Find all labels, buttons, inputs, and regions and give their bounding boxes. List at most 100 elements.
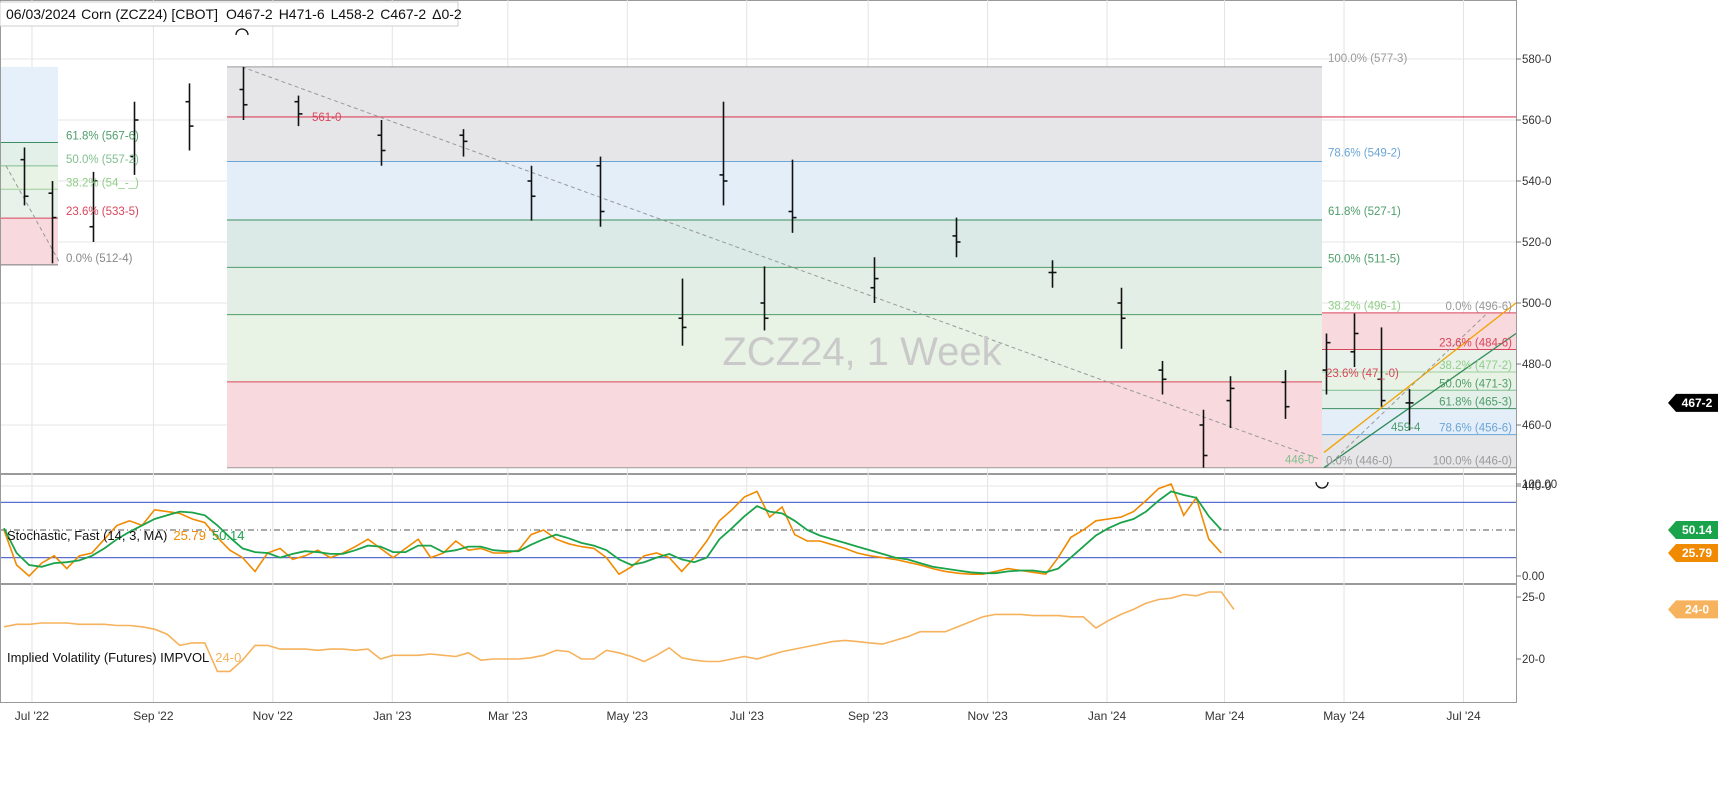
fib-label: 50.0% (511-5) <box>1328 253 1400 265</box>
x-tick-label: May '23 <box>606 709 648 723</box>
ohlc-bar <box>20 147 29 206</box>
ohlc-bar <box>1048 260 1057 288</box>
stoch-title-text: Stochastic, Fast (14, 3, MA) <box>7 528 167 543</box>
last-price-tag <box>1668 393 1718 412</box>
fib-zone <box>1322 434 1516 468</box>
stoch-d-readout: 50.14 <box>212 528 245 543</box>
fib-label: 459-4 <box>1391 422 1421 434</box>
ohlc-bar <box>1158 360 1167 395</box>
stoch-d-tag <box>1668 521 1718 539</box>
trendline-orange <box>1323 302 1517 453</box>
ohlc-bar <box>788 159 797 233</box>
x-tick-label: Jan '24 <box>1088 709 1127 723</box>
impvol-title: Implied Volatility (Futures) IMPVOL 24-0 <box>7 650 241 665</box>
fib-zone <box>1322 390 1516 409</box>
fib-label: 61.8% (567-6) <box>66 131 139 143</box>
last-price-label: 467-2 <box>1682 396 1713 410</box>
stoch-d-line <box>3 490 1223 575</box>
ohlc-bar <box>48 181 57 264</box>
ohlc-bar <box>1226 376 1235 429</box>
fib-zone <box>227 161 1322 221</box>
header-high: H471-6 <box>279 6 325 22</box>
fib-label: 50.0% (557-2) <box>66 154 139 166</box>
y-tick-label: 20-0 <box>1522 654 1545 666</box>
x-tick-label: Jul '23 <box>730 709 765 723</box>
fib-label: 0.0% (446-0) <box>1326 456 1393 468</box>
fib-zone <box>1322 372 1516 391</box>
x-tick-label: Jan '23 <box>373 709 412 723</box>
header-close: C467-2 <box>380 6 426 22</box>
fib-zone <box>1 165 58 190</box>
ohlc-bar <box>596 156 605 227</box>
header-box <box>0 1 459 27</box>
fib-zone <box>1 66 58 143</box>
ohlc-bar <box>870 257 879 303</box>
fib-zone <box>1322 349 1516 373</box>
y-tick-label: 500-0 <box>1522 298 1551 310</box>
fib-anchor-dashed-right <box>1325 313 1488 469</box>
plot-frame <box>0 0 1517 703</box>
y-tick-label: 480-0 <box>1522 359 1551 371</box>
y-tick-label: 0.00 <box>1522 571 1544 583</box>
fib-zone <box>1 142 58 166</box>
impvol-tag-label: 24-0 <box>1685 602 1709 616</box>
ohlc-bar <box>678 278 687 346</box>
fib-anchor-dashed <box>241 66 1319 460</box>
ohlc-bar <box>1322 333 1331 395</box>
ohlc-bar <box>1117 287 1126 349</box>
x-tick-label: Sep '23 <box>848 709 889 723</box>
ohlc-bar <box>377 120 386 166</box>
ohlc-bar <box>185 83 194 151</box>
ohlc-bar <box>459 129 468 157</box>
x-tick-label: Mar '24 <box>1205 709 1245 723</box>
fib-label: 0.0% (512-4) <box>66 253 133 265</box>
fib-label: 78.6% (456-6) <box>1439 423 1512 435</box>
watermark: ZCZ24, 1 Week <box>722 330 1002 374</box>
fib-zone <box>227 267 1322 315</box>
fib-label: 61.8% (527-1) <box>1328 206 1401 218</box>
ohlc-bar <box>1377 327 1386 407</box>
fib-zone <box>227 220 1322 268</box>
ohlc-bar <box>719 101 728 206</box>
y-tick-label: 100.00 <box>1522 479 1557 491</box>
fib-label: 100.0% (577-3) <box>1328 53 1407 65</box>
x-tick-label: Nov '23 <box>967 709 1008 723</box>
y-tick-label: 540-0 <box>1522 176 1551 188</box>
ohlc-bar <box>1281 370 1290 419</box>
x-tick-label: Sep '22 <box>133 709 174 723</box>
fib-label: 38.2% (477-2) <box>1439 360 1512 372</box>
fib-zone <box>1322 408 1516 435</box>
fib-label: 38.2% (54_-_) <box>66 177 139 189</box>
ohlc-bar <box>239 66 248 120</box>
y-tick-label: 440-0 <box>1522 481 1551 493</box>
y-tick-label: 560-0 <box>1522 115 1551 127</box>
fib-zone <box>227 314 1322 382</box>
impvol-tag <box>1668 600 1718 619</box>
impvol-title-text: Implied Volatility (Futures) IMPVOL <box>7 650 209 665</box>
stoch-d-tag-label: 50.14 <box>1682 523 1712 537</box>
fib-label: 100.0% (446-0) <box>1433 456 1512 468</box>
x-tick-label: Jul '22 <box>15 709 50 723</box>
y-tick-label: 25-0 <box>1522 592 1545 604</box>
ohlc-bar <box>527 165 536 221</box>
stoch-k-tag <box>1668 544 1718 562</box>
ohlc-bar <box>952 217 961 258</box>
x-tick-label: May '24 <box>1323 709 1365 723</box>
y-tick-label: 460-0 <box>1522 420 1551 432</box>
y-tick-label: 520-0 <box>1522 237 1551 249</box>
fib-label: 61.8% (465-3) <box>1439 397 1512 409</box>
ohlc-bar <box>1199 409 1208 468</box>
header-symbol: Corn (ZCZ24) [CBOT] <box>81 6 218 22</box>
ohlc-bar <box>89 171 98 242</box>
header-change: Δ0-2 <box>432 6 462 22</box>
header-open: O467-2 <box>226 6 273 22</box>
fib-label: 50.0% (471-3) <box>1439 378 1512 390</box>
fib-label: 446-0 <box>1285 455 1314 467</box>
fib-label: 23.6% (533-5) <box>66 206 139 218</box>
fib-label: 78.6% (549-2) <box>1328 148 1401 160</box>
stoch-k-readout: 25.79 <box>173 528 206 543</box>
x-tick-label: Nov '22 <box>253 709 294 723</box>
swing-low-marker <box>1315 481 1329 489</box>
